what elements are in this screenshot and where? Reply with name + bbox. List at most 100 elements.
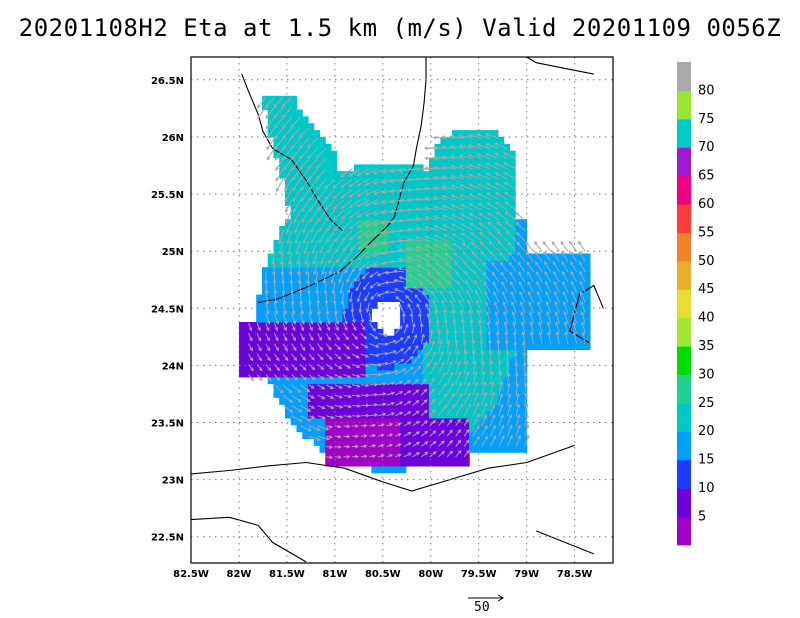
wind-speed-cell <box>382 212 390 220</box>
wind-vector <box>340 168 353 178</box>
wind-vector <box>306 271 310 285</box>
wind-vector <box>373 209 387 216</box>
wind-vector <box>395 401 404 406</box>
wind-speed-cell <box>457 363 464 371</box>
wind-speed-cell <box>273 95 280 104</box>
wind-vector <box>542 241 552 252</box>
wind-vector <box>516 251 526 262</box>
wind-vector <box>497 240 508 252</box>
wind-speed-cell <box>302 335 309 344</box>
wind-vector <box>308 384 315 389</box>
wind-speed-cell <box>325 322 332 330</box>
wind-speed-cell <box>451 164 459 172</box>
wind-speed-cell <box>486 424 493 433</box>
wind-speed-cell <box>469 184 476 193</box>
wind-speed-cell <box>463 260 470 268</box>
wind-vector <box>304 251 310 266</box>
wind-speed-cell <box>302 274 309 282</box>
wind-speed-cell <box>428 315 436 323</box>
wind-speed-cell <box>532 328 539 337</box>
wind-speed-cell <box>428 260 436 268</box>
wind-vector <box>477 183 491 190</box>
wind-speed-cell <box>457 219 464 227</box>
wind-vector <box>561 270 569 283</box>
wind-vector <box>463 360 469 375</box>
wind-vector <box>463 392 471 406</box>
wind-vector <box>429 388 436 396</box>
wind-speed-cell <box>469 143 476 152</box>
wind-speed-cell <box>336 315 344 323</box>
wind-vector <box>308 312 314 325</box>
wind-vector <box>460 232 474 242</box>
colorbar-label: 65 <box>698 169 715 184</box>
wind-vector <box>437 372 446 386</box>
wind-vector <box>472 381 479 396</box>
wind-vector <box>579 270 586 283</box>
wind-vector <box>426 263 439 273</box>
wind-vector <box>284 178 293 192</box>
wind-vector <box>560 250 569 262</box>
wind-speed-cell <box>417 370 424 378</box>
wind-speed-cell <box>451 137 459 145</box>
wind-speed-cell <box>325 363 332 371</box>
wind-speed-cell <box>474 246 482 254</box>
wind-speed-cell <box>285 260 292 268</box>
wind-speed-cell <box>428 239 436 248</box>
wind-speed-cell <box>400 212 407 220</box>
wind-vector <box>282 117 293 129</box>
wind-vector <box>420 378 427 386</box>
wind-vector <box>504 331 508 344</box>
wind-vector <box>403 442 412 447</box>
wind-vector <box>412 410 420 417</box>
wind-vector <box>377 382 387 386</box>
wind-vector <box>372 168 387 175</box>
wind-speed-cell <box>480 246 487 254</box>
wind-speed-cell <box>365 356 372 364</box>
wind-speed-cell <box>509 205 516 213</box>
wind-speed-cell <box>296 246 303 254</box>
wind-vector <box>291 302 296 315</box>
wind-vector <box>498 414 504 427</box>
wind-vector <box>377 443 385 448</box>
wind-vector <box>341 219 353 231</box>
wind-vector <box>343 363 352 369</box>
wind-speed-cell <box>302 383 309 392</box>
wind-speed-cell <box>308 328 315 337</box>
wind-speed-cell <box>336 205 344 213</box>
wind-vector <box>282 137 293 150</box>
wind-speed-cell <box>509 363 516 371</box>
x-tick-label: 80W <box>418 569 443 580</box>
wind-speed-cell <box>492 342 499 350</box>
wind-speed-cell <box>302 287 309 296</box>
wind-vector <box>463 261 474 273</box>
wind-speed-cell <box>279 226 286 234</box>
wind-speed-cell <box>423 349 430 357</box>
wind-speed-cell <box>457 198 464 206</box>
wind-speed-cell <box>469 274 476 282</box>
wind-vector <box>420 420 428 427</box>
wind-speed-cell <box>348 376 355 385</box>
wind-speed-cell <box>417 397 424 405</box>
wind-speed-cell <box>584 322 591 330</box>
wind-speed-cell <box>365 342 372 350</box>
wind-speed-cell <box>348 445 355 453</box>
wind-speed-cell <box>474 191 482 200</box>
wind-speed-cell <box>405 191 413 200</box>
wind-vector <box>472 370 478 385</box>
wind-vector <box>471 251 482 262</box>
wind-speed-cell <box>405 370 413 378</box>
wind-vector <box>308 333 314 342</box>
wind-speed-cell <box>336 301 344 309</box>
wind-speed-cell <box>342 431 349 439</box>
wind-speed-cell <box>388 465 395 474</box>
wind-speed-cell <box>244 349 251 357</box>
wind-speed-cell <box>463 424 470 433</box>
wind-speed-cell <box>428 349 436 357</box>
wind-vector <box>459 174 474 180</box>
wind-speed-cell <box>492 274 499 282</box>
wind-speed-cell <box>354 411 361 419</box>
wind-speed-cell <box>428 438 436 446</box>
wind-speed-cell <box>567 308 574 316</box>
wind-speed-cell <box>239 322 246 330</box>
wind-speed-cell <box>584 294 591 302</box>
